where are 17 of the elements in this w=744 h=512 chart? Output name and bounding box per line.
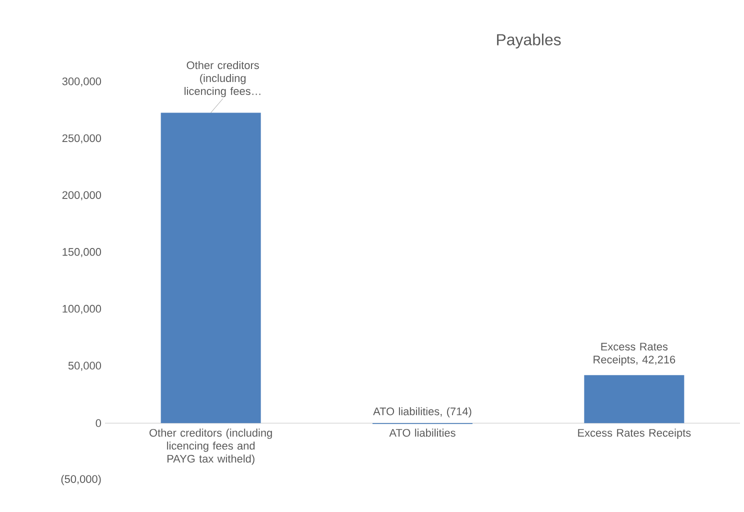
x-tick-label: Excess Rates Receipts [578,428,691,439]
bar [584,375,684,424]
y-tick-label: 200,000 [62,191,102,200]
bar [160,112,261,424]
data-label: Excess Rates Receipts, 42,216 [594,342,676,366]
data-label: ATO liabilities, (714) [373,407,472,418]
x-tick-label: ATO liabilities [389,428,456,437]
y-tick-label: 0 [96,419,102,428]
y-tick-label: 300,000 [62,77,102,87]
y-tick-label: 250,000 [62,134,102,144]
x-tick-label: Other creditors (including licencing fees and PAYG tax witheld) [150,428,272,465]
chart-title: Payables [497,34,561,49]
y-tick-label: 50,000 [68,362,102,371]
y-tick-label: 100,000 [62,304,102,314]
y-tick-label: (50,000) [61,474,101,486]
data-label: Other creditors (including licencing fees… [184,61,260,98]
y-tick-label: 150,000 [62,248,102,258]
